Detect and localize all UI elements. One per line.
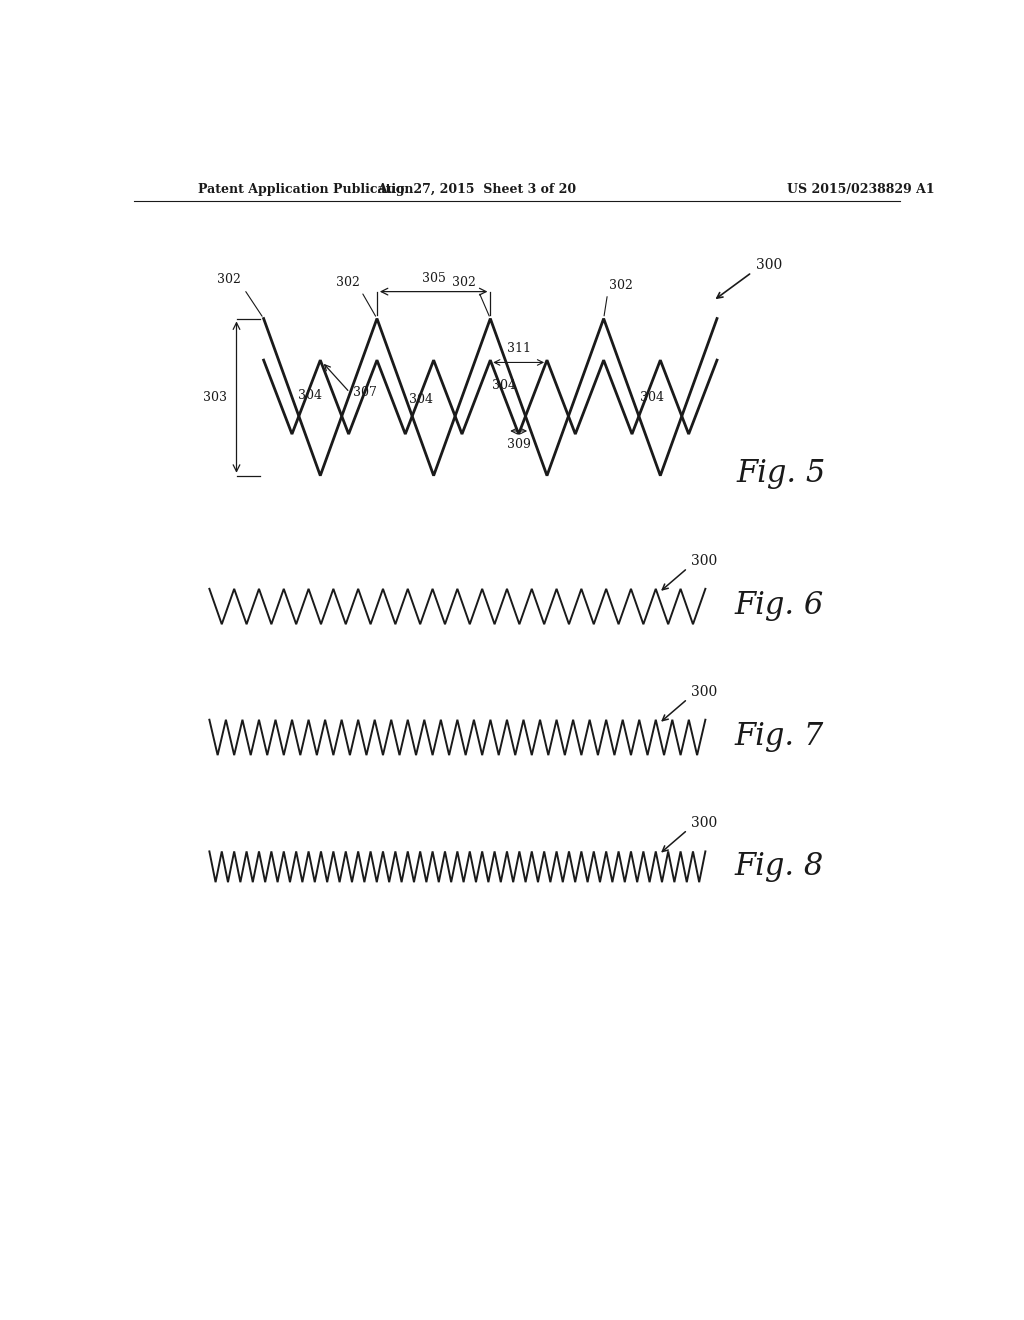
- Text: US 2015/0238829 A1: US 2015/0238829 A1: [786, 183, 934, 197]
- Text: 300: 300: [756, 259, 782, 272]
- Text: 304: 304: [298, 388, 323, 401]
- Text: Fig. 8: Fig. 8: [734, 850, 823, 882]
- Text: 305: 305: [422, 272, 445, 285]
- Text: 302: 302: [216, 273, 241, 286]
- Text: 311: 311: [507, 342, 530, 355]
- Text: 304: 304: [640, 391, 664, 404]
- Text: Fig. 6: Fig. 6: [734, 590, 823, 622]
- Text: 302: 302: [336, 276, 359, 289]
- Text: 300: 300: [691, 685, 718, 698]
- Text: 304: 304: [492, 379, 515, 392]
- Text: Patent Application Publication: Patent Application Publication: [198, 183, 414, 197]
- Text: 302: 302: [609, 279, 633, 292]
- Text: 302: 302: [453, 276, 476, 289]
- Text: 307: 307: [353, 385, 377, 399]
- Text: 304: 304: [410, 393, 433, 407]
- Text: Fig. 5: Fig. 5: [736, 458, 825, 488]
- Text: 309: 309: [507, 438, 530, 451]
- Text: 300: 300: [691, 554, 718, 568]
- Text: Fig. 7: Fig. 7: [734, 721, 823, 752]
- Text: 300: 300: [691, 816, 718, 830]
- Text: Aug. 27, 2015  Sheet 3 of 20: Aug. 27, 2015 Sheet 3 of 20: [377, 183, 577, 197]
- Text: 303: 303: [203, 391, 227, 404]
